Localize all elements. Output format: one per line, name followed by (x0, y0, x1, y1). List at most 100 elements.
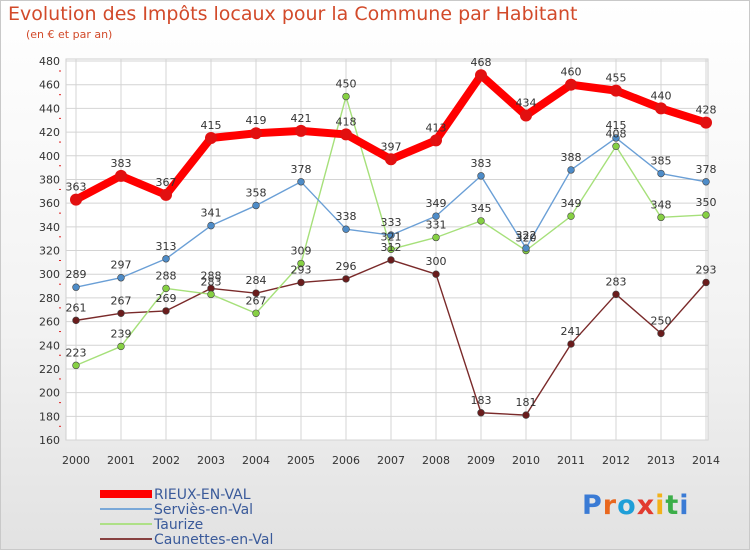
x-tick-label: 2002 (152, 454, 180, 467)
data-point (252, 289, 260, 297)
data-label: 385 (651, 155, 672, 168)
data-label: 288 (156, 269, 177, 282)
data-point (567, 166, 575, 174)
data-point (430, 134, 442, 147)
data-label: 338 (336, 210, 357, 223)
data-label: 383 (111, 157, 132, 170)
y-tick-label: 180 (39, 410, 60, 423)
data-label: 434 (516, 96, 537, 109)
data-point (702, 211, 710, 219)
data-label: 331 (426, 218, 447, 231)
data-label: 421 (291, 112, 312, 125)
data-label: 261 (66, 301, 87, 314)
data-point (297, 278, 305, 287)
data-point (475, 69, 487, 82)
data-label: 419 (246, 114, 267, 127)
y-tick-label: 340 (39, 221, 60, 234)
data-label: 241 (561, 325, 582, 338)
data-point (117, 342, 125, 351)
data-label: 350 (696, 196, 717, 209)
data-point (657, 169, 665, 178)
data-label: 378 (696, 163, 717, 176)
data-point (297, 178, 305, 186)
data-point (432, 233, 440, 242)
data-point (565, 78, 577, 91)
data-label: 440 (651, 89, 672, 102)
data-label: 378 (291, 163, 312, 176)
data-point (340, 128, 352, 141)
y-tick-label: 360 (39, 197, 60, 210)
data-point (522, 411, 530, 419)
data-point (520, 109, 532, 122)
data-label: 269 (156, 292, 177, 305)
data-point (657, 329, 665, 338)
data-point (612, 134, 620, 142)
data-label: 300 (426, 255, 447, 268)
x-tick-label: 2012 (602, 454, 630, 467)
data-point (160, 188, 172, 201)
data-point (117, 274, 125, 282)
data-point (702, 178, 710, 186)
data-label: 413 (426, 121, 447, 134)
plot-area (65, 58, 709, 441)
data-label: 320 (516, 232, 537, 245)
data-label: 349 (561, 197, 582, 210)
legend-label: Taurize (153, 517, 203, 533)
data-point (252, 201, 260, 210)
x-tick-label: 2007 (377, 454, 405, 467)
data-label: 321 (381, 230, 402, 243)
data-label: 348 (651, 198, 672, 211)
y-tick-label: 260 (39, 316, 60, 329)
data-label: 367 (156, 176, 177, 189)
data-point (700, 116, 712, 129)
data-label: 223 (66, 346, 87, 359)
data-point (610, 84, 622, 97)
data-point (342, 92, 350, 101)
data-label: 283 (606, 275, 627, 288)
data-label: 397 (381, 140, 402, 153)
data-label: 296 (336, 260, 357, 273)
legend-label: RIEUX-EN-VAL (154, 487, 251, 503)
x-tick-label: 2008 (422, 454, 450, 467)
x-tick-label: 2014 (692, 454, 720, 467)
data-point (162, 284, 170, 293)
x-tick-label: 2000 (62, 454, 90, 467)
data-label: 284 (246, 274, 267, 287)
data-label: 181 (516, 396, 537, 409)
x-tick-label: 2013 (647, 454, 675, 467)
data-point (72, 283, 80, 291)
data-label: 363 (66, 181, 87, 194)
data-label: 415 (201, 119, 222, 132)
data-point (387, 231, 395, 239)
proxiti-logo: Proxiti (582, 490, 690, 521)
data-label: 293 (291, 263, 312, 276)
y-tick-label: 240 (39, 339, 60, 352)
y-tick-label: 380 (39, 173, 60, 186)
data-point (655, 102, 667, 115)
y-tick-label: 320 (39, 245, 60, 258)
data-label: 250 (651, 314, 672, 327)
data-label: 418 (336, 115, 357, 128)
data-point (162, 307, 170, 315)
data-point (70, 193, 82, 206)
data-label: 358 (246, 186, 267, 199)
data-label: 428 (696, 104, 717, 117)
data-label: 341 (201, 207, 222, 220)
data-point (72, 316, 80, 325)
data-label: 383 (471, 157, 492, 170)
data-point (297, 259, 305, 268)
data-point (115, 169, 127, 182)
data-label: 322 (516, 229, 537, 242)
y-tick-label: 400 (39, 150, 60, 163)
data-point (250, 127, 262, 140)
data-label: 309 (291, 245, 312, 258)
y-tick-label: 300 (39, 268, 60, 281)
data-point (612, 142, 620, 150)
y-tick-label: 440 (39, 102, 60, 115)
x-tick-label: 2003 (197, 454, 225, 467)
data-point (567, 340, 575, 348)
data-label: 288 (201, 269, 222, 282)
data-point (432, 212, 440, 220)
data-point (295, 124, 307, 137)
